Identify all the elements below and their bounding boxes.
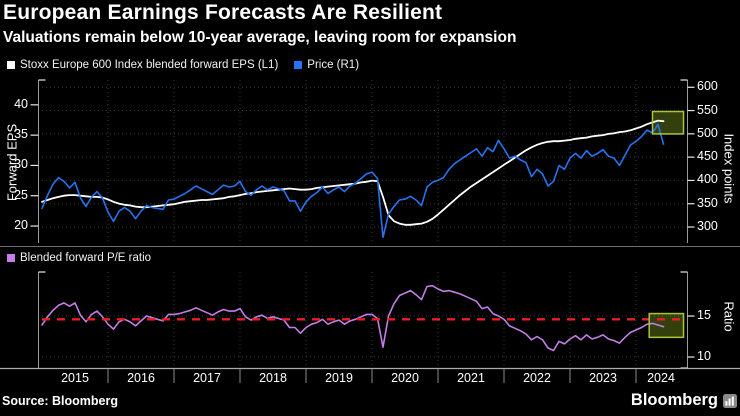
price-legend-label: Price (R1)	[307, 59, 360, 71]
x-axis-year-label: 2017	[193, 371, 221, 385]
left-axis-tick-label: 20	[14, 218, 28, 233]
legend-bottom: Blended forward P/E ratio	[7, 252, 151, 264]
x-axis-year-label: 2016	[127, 371, 155, 385]
ratio-axis-tick-label: 10	[697, 349, 711, 363]
x-axis-year-label: 2019	[325, 371, 353, 385]
ratio-axis-tick-label: 15	[697, 308, 711, 323]
eps-legend-label: Stoxx Europe 600 Index blended forward E…	[20, 59, 279, 71]
price-legend-swatch	[294, 61, 303, 69]
x-axis-year-label: 2024	[647, 371, 675, 385]
x-axis-year-label: 2018	[259, 371, 287, 385]
brand-name: Bloomberg	[630, 391, 718, 409]
right-axis-tick-label: 450	[697, 149, 718, 164]
ratio-axis-title: Ratio	[721, 301, 737, 332]
x-axis-year-label: 2021	[457, 371, 485, 385]
left-axis-tick-label: 30	[14, 157, 28, 172]
legend-item-pe: Blended forward P/E ratio	[7, 252, 151, 264]
pe-legend-label: Blended forward P/E ratio	[20, 252, 152, 264]
page-subtitle: Valuations remain below 10-year average,…	[3, 29, 517, 46]
right-axis-tick-label: 550	[697, 102, 718, 117]
right-axis-tick-label: 350	[697, 195, 718, 210]
legend-top: Stoxx Europe 600 Index blended forward E…	[7, 59, 359, 71]
legend-item-price: Price (R1)	[294, 59, 359, 71]
right-axis-tick-label: 400	[697, 172, 718, 187]
left-axis-tick-label: 35	[14, 127, 28, 142]
right-axis-tick-label: 500	[697, 125, 718, 140]
x-axis-year-label: 2022	[523, 371, 551, 385]
x-axis-year-label: 2020	[391, 371, 419, 385]
bloomberg-chart-icon	[723, 393, 737, 408]
x-axis-year-label: 2023	[589, 371, 617, 385]
right-axis-tick-label: 300	[697, 219, 718, 234]
source-text: Source: Bloomberg	[2, 394, 118, 408]
pe-legend-swatch	[7, 254, 15, 262]
left-axis-tick-label: 25	[14, 187, 28, 202]
eps-legend-swatch	[7, 61, 15, 69]
right-axis-title: Index points	[721, 133, 737, 204]
left-axis-tick-label: 40	[14, 96, 28, 111]
brand-lockup: Bloomberg	[631, 391, 737, 410]
right-axis-tick-label: 600	[697, 79, 718, 94]
page-title: European Earnings Forecasts Are Resilien…	[3, 1, 443, 24]
legend-item-eps: Stoxx Europe 600 Index blended forward E…	[7, 59, 278, 71]
x-axis-year-label: 2015	[61, 371, 89, 385]
